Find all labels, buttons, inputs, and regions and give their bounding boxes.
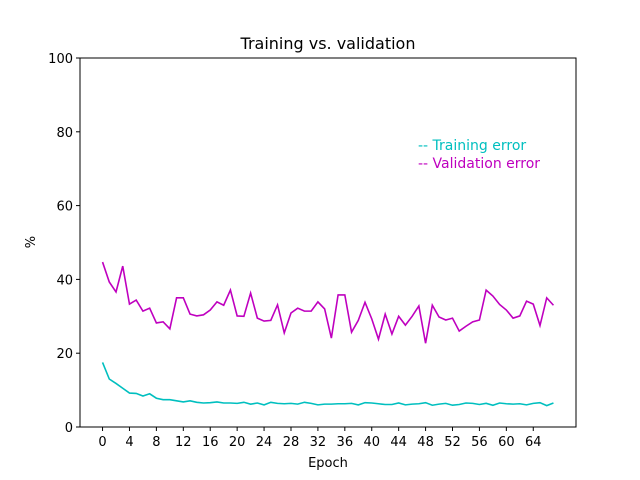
y-tick-label: 0: [65, 421, 73, 436]
x-tick-label: 24: [256, 435, 273, 450]
x-tick-label: 52: [444, 435, 461, 450]
x-tick-label: 64: [525, 435, 542, 450]
x-tick-label: 0: [98, 435, 106, 450]
series-line: [101, 261, 555, 344]
x-tick-label: 12: [175, 435, 192, 450]
x-tick-label: 48: [417, 435, 434, 450]
x-tick-label: 20: [229, 435, 246, 450]
x-tick-label: 44: [390, 435, 407, 450]
legend-entry: -- Validation error: [418, 156, 540, 172]
axes-frame: [79, 57, 577, 428]
series-line: [101, 362, 554, 407]
x-tick-label: 16: [202, 435, 219, 450]
x-tick-label: 36: [337, 435, 354, 450]
y-tick-label: 60: [56, 200, 73, 215]
y-tick-label: 20: [56, 347, 73, 362]
y-tick-label: 100: [48, 52, 73, 67]
x-tick-label: 40: [363, 435, 380, 450]
y-tick-label: 40: [56, 273, 73, 288]
y-tick-label: 80: [56, 126, 73, 141]
x-tick-label: 60: [498, 435, 515, 450]
x-axis-label: Epoch: [308, 456, 348, 471]
x-tick-label: 8: [152, 435, 160, 450]
chart-title: Training vs. validation: [240, 34, 416, 53]
x-tick-label: 28: [283, 435, 300, 450]
x-tick-label: 4: [125, 435, 133, 450]
x-tick-label: 32: [310, 435, 327, 450]
x-tick-label: 56: [471, 435, 488, 450]
legend-entry: -- Training error: [418, 138, 526, 154]
y-axis-label: %: [24, 236, 39, 248]
